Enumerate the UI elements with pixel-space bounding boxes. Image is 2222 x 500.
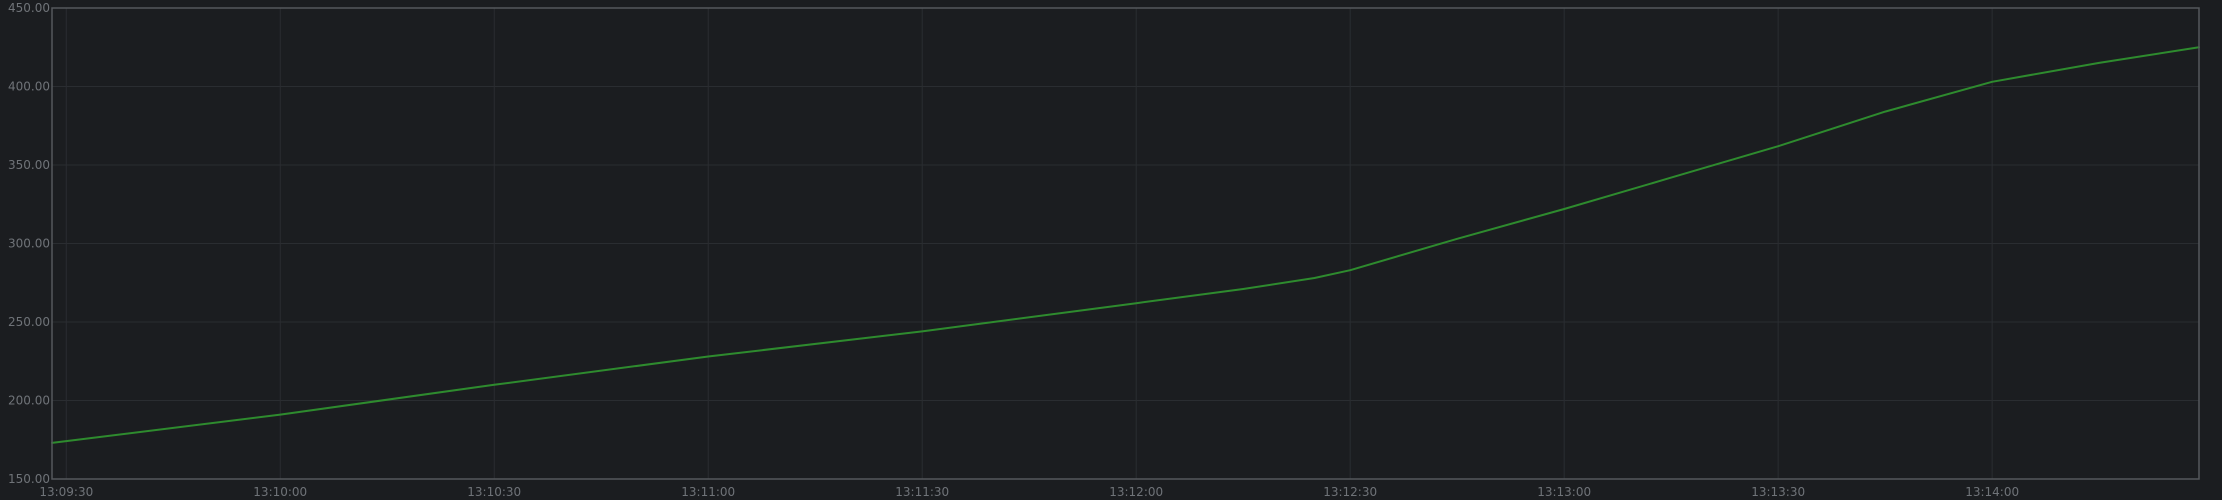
series-line	[51, 46, 2200, 444]
x-axis: 13:09:30 13:10:00 13:10:30 13:11:00 13:11:30…	[39, 485, 2019, 499]
x-tick-label: 13:11:30	[895, 485, 949, 499]
y-tick-label: 400.00	[8, 80, 50, 94]
x-tick-label: 13:13:00	[1537, 485, 1591, 499]
x-tick-label: 13:12:30	[1323, 485, 1377, 499]
y-tick-label: 350.00	[8, 158, 50, 172]
series-layer	[51, 46, 2200, 444]
x-tick-label: 13:10:00	[253, 485, 307, 499]
plot-border	[51, 7, 2200, 480]
y-tick-label: 450.00	[8, 1, 50, 15]
y-tick-label: 200.00	[8, 394, 50, 408]
y-axis: 150.00 200.00 250.00 300.00 350.00 400.00 450.…	[8, 1, 50, 486]
grid	[52, 8, 2199, 479]
x-tick-label: 13:13:30	[1751, 485, 1805, 499]
y-tick-label: 150.00	[8, 472, 50, 486]
x-tick-label: 13:11:00	[681, 485, 735, 499]
x-tick-label: 13:10:30	[467, 485, 521, 499]
y-tick-label: 250.00	[8, 315, 50, 329]
y-tick-label: 300.00	[8, 237, 50, 251]
x-tick-label: 13:09:30	[39, 485, 93, 499]
x-tick-label: 13:12:00	[1109, 485, 1163, 499]
x-tick-label: 13:14:00	[1965, 485, 2019, 499]
